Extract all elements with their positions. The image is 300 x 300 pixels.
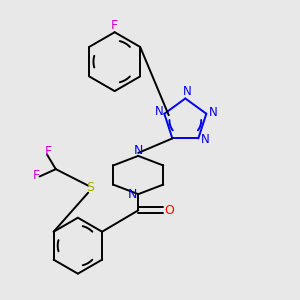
Text: N: N [182, 85, 191, 98]
Text: O: O [164, 204, 174, 217]
Text: F: F [33, 169, 40, 182]
Text: N: N [155, 105, 164, 118]
Text: F: F [45, 145, 52, 158]
Text: N: N [208, 106, 217, 119]
Text: N: N [134, 144, 143, 157]
Text: F: F [111, 19, 118, 32]
Text: N: N [128, 188, 138, 201]
Text: N: N [200, 134, 209, 146]
Text: S: S [86, 181, 94, 194]
